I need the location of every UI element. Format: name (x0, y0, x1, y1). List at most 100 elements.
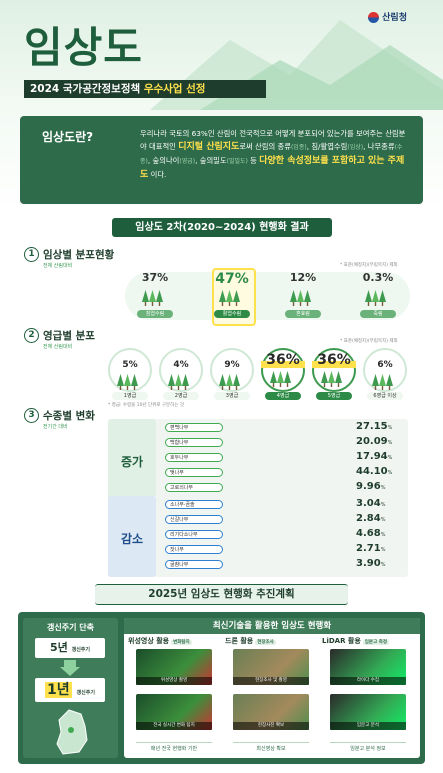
tree-trunk (374, 386, 377, 390)
photo-caption: 임분고 분석 (330, 722, 406, 730)
subtitle-highlight: 우수사업 선정 (143, 83, 206, 95)
species-name: 리기다소나무 (165, 530, 223, 539)
value-unit: % (387, 470, 393, 476)
tree (372, 374, 379, 386)
value-unit: % (380, 547, 386, 553)
tree-trunk (272, 383, 275, 387)
tree-icons (142, 290, 163, 306)
plan-box: 갱신주기 단축 5년 갱신주기 1년 갱신주기 최신기술을 활용한 임상도 현행… (18, 612, 425, 764)
species-name: 소나무·곰솔 (165, 500, 223, 509)
korea-map (56, 709, 88, 755)
section-title: 수종별 변화 (43, 410, 95, 422)
subtitle-bar: 2024 국가공간정보정책 우수사업 선정 (24, 80, 266, 98)
logo-mark (368, 12, 379, 23)
tree (149, 290, 156, 302)
bar (165, 515, 281, 524)
tree-trunk (381, 386, 384, 390)
bar (165, 530, 355, 539)
tree-trunk (381, 302, 384, 306)
tree (124, 374, 131, 386)
tree (219, 290, 226, 302)
intro-segment: 로써 산림의 종류 (239, 142, 291, 151)
cycle-before-value: 5년 (49, 641, 68, 654)
section-heading: 임상도 2차(2020~2024) 현행화 결과 (112, 218, 332, 237)
cycle-after: 1년 갱신주기 (35, 678, 105, 702)
percent: 36% (312, 352, 356, 368)
value-number: 2.84 (356, 513, 381, 524)
category-label: 5영급 (316, 392, 352, 400)
age-circle (210, 348, 254, 392)
tree (284, 371, 291, 383)
percent: 4% (173, 360, 189, 370)
tree-trunk (221, 302, 224, 306)
category-label: 혼효림 (285, 310, 321, 318)
column-heading: LiDAR 활용 임분고 측정 (322, 636, 414, 646)
tree-trunk (151, 302, 154, 306)
bar (165, 545, 276, 554)
category-label: 2영급 (163, 392, 199, 400)
bar (165, 560, 324, 569)
value-label: 3.90% (356, 558, 404, 569)
bar (165, 453, 243, 462)
column-name: LiDAR 활용 (322, 637, 361, 645)
tree (168, 374, 175, 386)
bar (165, 483, 208, 492)
tree (117, 374, 124, 386)
age-circle (159, 348, 203, 392)
value-unit: % (387, 425, 393, 431)
tree (233, 374, 240, 386)
value-label: 20.09% (356, 436, 404, 447)
intro-segment: 등 (247, 156, 260, 165)
tree-trunk (221, 386, 224, 390)
note: * 표준(예정지)(무립목지) 제외 (340, 339, 398, 344)
tree-trunk (228, 386, 231, 390)
value-number: 27.15 (356, 421, 388, 432)
title: 임상도 (24, 23, 143, 72)
intro-segment: 이다. (148, 170, 167, 179)
tree-trunk (184, 386, 187, 390)
value-label: 44.10% (356, 466, 404, 477)
tree-trunk (292, 302, 295, 306)
tree-trunk (367, 302, 370, 306)
tree-trunk (170, 386, 173, 390)
subtitle: 2024 국가공간정보정책 (30, 83, 141, 95)
column-name: 위성영상 활용 (128, 637, 170, 645)
category-label: 4영급 (265, 392, 301, 400)
column-heading: 위성영상 활용 변화탐지 (128, 636, 220, 646)
value-unit: % (387, 455, 393, 461)
column-footer: 매년 전국 현행화 기반 (136, 742, 212, 752)
tree (372, 290, 379, 302)
age-circle (108, 348, 152, 392)
value-number: 20.09 (356, 436, 388, 447)
column-tag: 현장조사 (255, 640, 276, 645)
tree (290, 290, 297, 302)
photo-caption: 현장조사 및 촬영 (233, 677, 309, 685)
category-label: 3영급 (214, 392, 250, 400)
tree-icons (219, 374, 240, 390)
intro-segment: 우리나라 국토의 63%인 산림이 전국적으로 어떻게 분포되어 있는가를 보여… (140, 129, 406, 151)
tree (219, 374, 226, 386)
intro-segment: , 나무종류 (363, 142, 395, 151)
photo-caption: 전국 실시간 변화 탐지 (136, 722, 212, 730)
tree-trunk (228, 302, 231, 306)
note: * 표준(예정지)(무립목지) 제외 (340, 263, 398, 268)
tree (379, 374, 386, 386)
value-number: 4.68 (356, 528, 381, 539)
intro-segment: (영급) (179, 158, 196, 165)
category-label: 6영급 이상 (367, 392, 403, 400)
percent: 5% (122, 360, 138, 370)
tree (297, 290, 304, 302)
group-label-box (108, 496, 156, 577)
value-number: 3.04 (356, 498, 381, 509)
intro-heading: 임상도란? (42, 130, 94, 144)
category-label: 침엽수림 (137, 310, 173, 318)
tree-trunk (177, 386, 180, 390)
tree (270, 371, 277, 383)
section-basis: 전체 산림대비 (43, 344, 73, 350)
tree-trunk (299, 302, 302, 306)
tree (226, 374, 233, 386)
species-name: 신갈나무 (165, 515, 223, 524)
intro-segment: (임상) (347, 144, 364, 151)
tree-icons (219, 290, 240, 306)
tree-trunk (133, 386, 136, 390)
